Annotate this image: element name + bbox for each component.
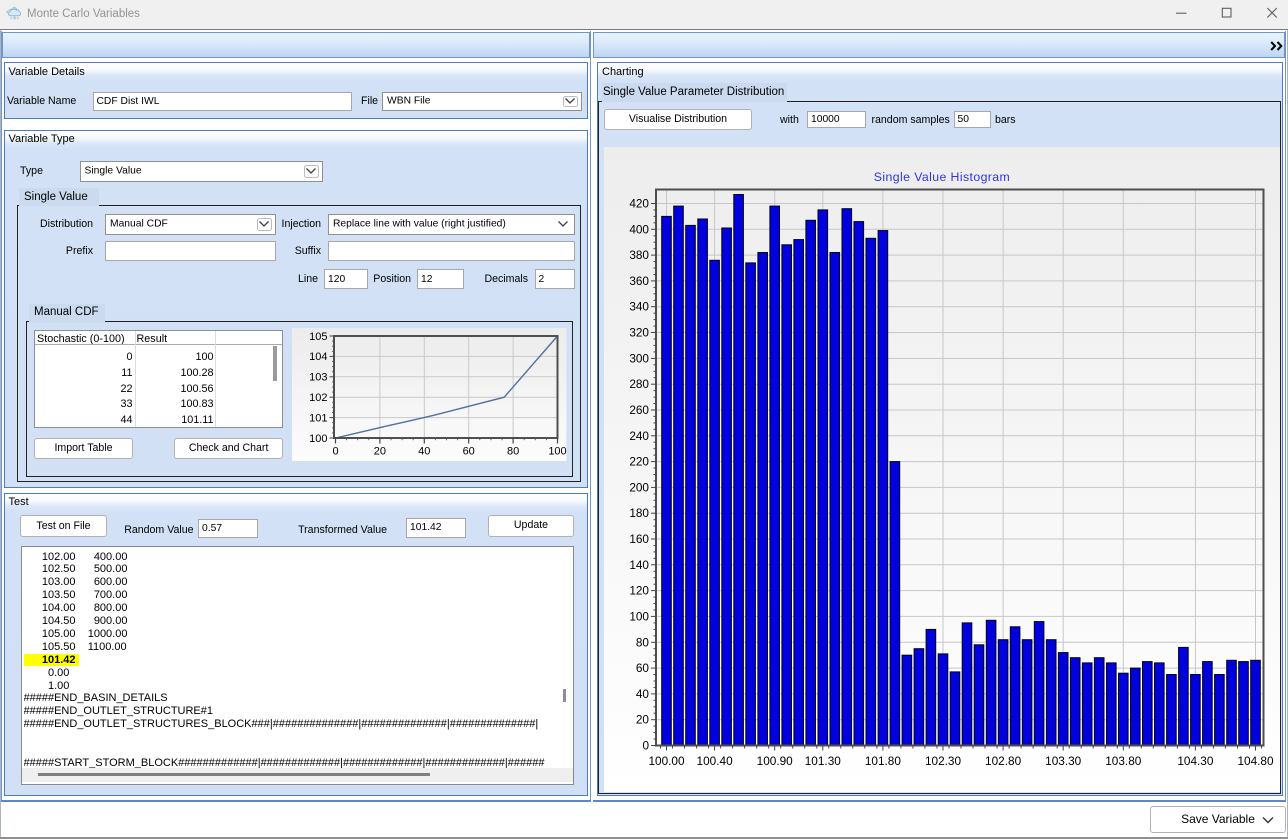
svg-text:160: 160 [629,532,649,546]
svg-text:60: 60 [463,445,475,457]
svg-text:102.30: 102.30 [925,754,962,768]
svg-text:400: 400 [629,222,649,236]
svg-text:300: 300 [629,351,649,365]
svg-text:80: 80 [507,445,519,457]
svg-text:20: 20 [374,445,386,457]
svg-text:380: 380 [629,248,649,262]
svg-text:105: 105 [309,330,327,342]
svg-text:360: 360 [629,274,649,288]
svg-text:40: 40 [418,445,430,457]
svg-text:320: 320 [629,326,649,340]
svg-text:Single Value Histogram: Single Value Histogram [874,170,1010,184]
svg-text:102.80: 102.80 [985,754,1022,768]
svg-text:104.30: 104.30 [1177,754,1214,768]
svg-text:20: 20 [636,713,650,727]
svg-text:0: 0 [332,445,338,457]
svg-text:100.00: 100.00 [648,754,685,768]
svg-text:200: 200 [629,480,649,494]
svg-text:101: 101 [309,412,327,424]
svg-text:103.80: 103.80 [1105,754,1142,768]
svg-text:101.80: 101.80 [865,754,902,768]
svg-text:104: 104 [309,351,327,363]
svg-text:40: 40 [636,687,650,701]
svg-text:220: 220 [629,455,649,469]
svg-text:100: 100 [629,609,649,623]
svg-text:240: 240 [629,429,649,443]
svg-text:180: 180 [629,506,649,520]
svg-text:340: 340 [629,300,649,314]
svg-text:420: 420 [629,197,649,211]
svg-text:100: 100 [548,445,566,457]
svg-text:101.30: 101.30 [805,754,842,768]
svg-text:103.30: 103.30 [1045,754,1082,768]
svg-text:280: 280 [629,377,649,391]
svg-text:0: 0 [642,739,649,753]
svg-text:102: 102 [309,392,327,404]
svg-text:80: 80 [636,635,650,649]
svg-text:100.90: 100.90 [757,754,794,768]
svg-text:103: 103 [309,371,327,383]
svg-text:260: 260 [629,403,649,417]
svg-text:100.40: 100.40 [697,754,734,768]
svg-text:140: 140 [629,558,649,572]
svg-text:100: 100 [309,432,327,444]
svg-text:60: 60 [636,661,650,675]
svg-text:104.80: 104.80 [1237,754,1274,768]
svg-text:120: 120 [629,584,649,598]
